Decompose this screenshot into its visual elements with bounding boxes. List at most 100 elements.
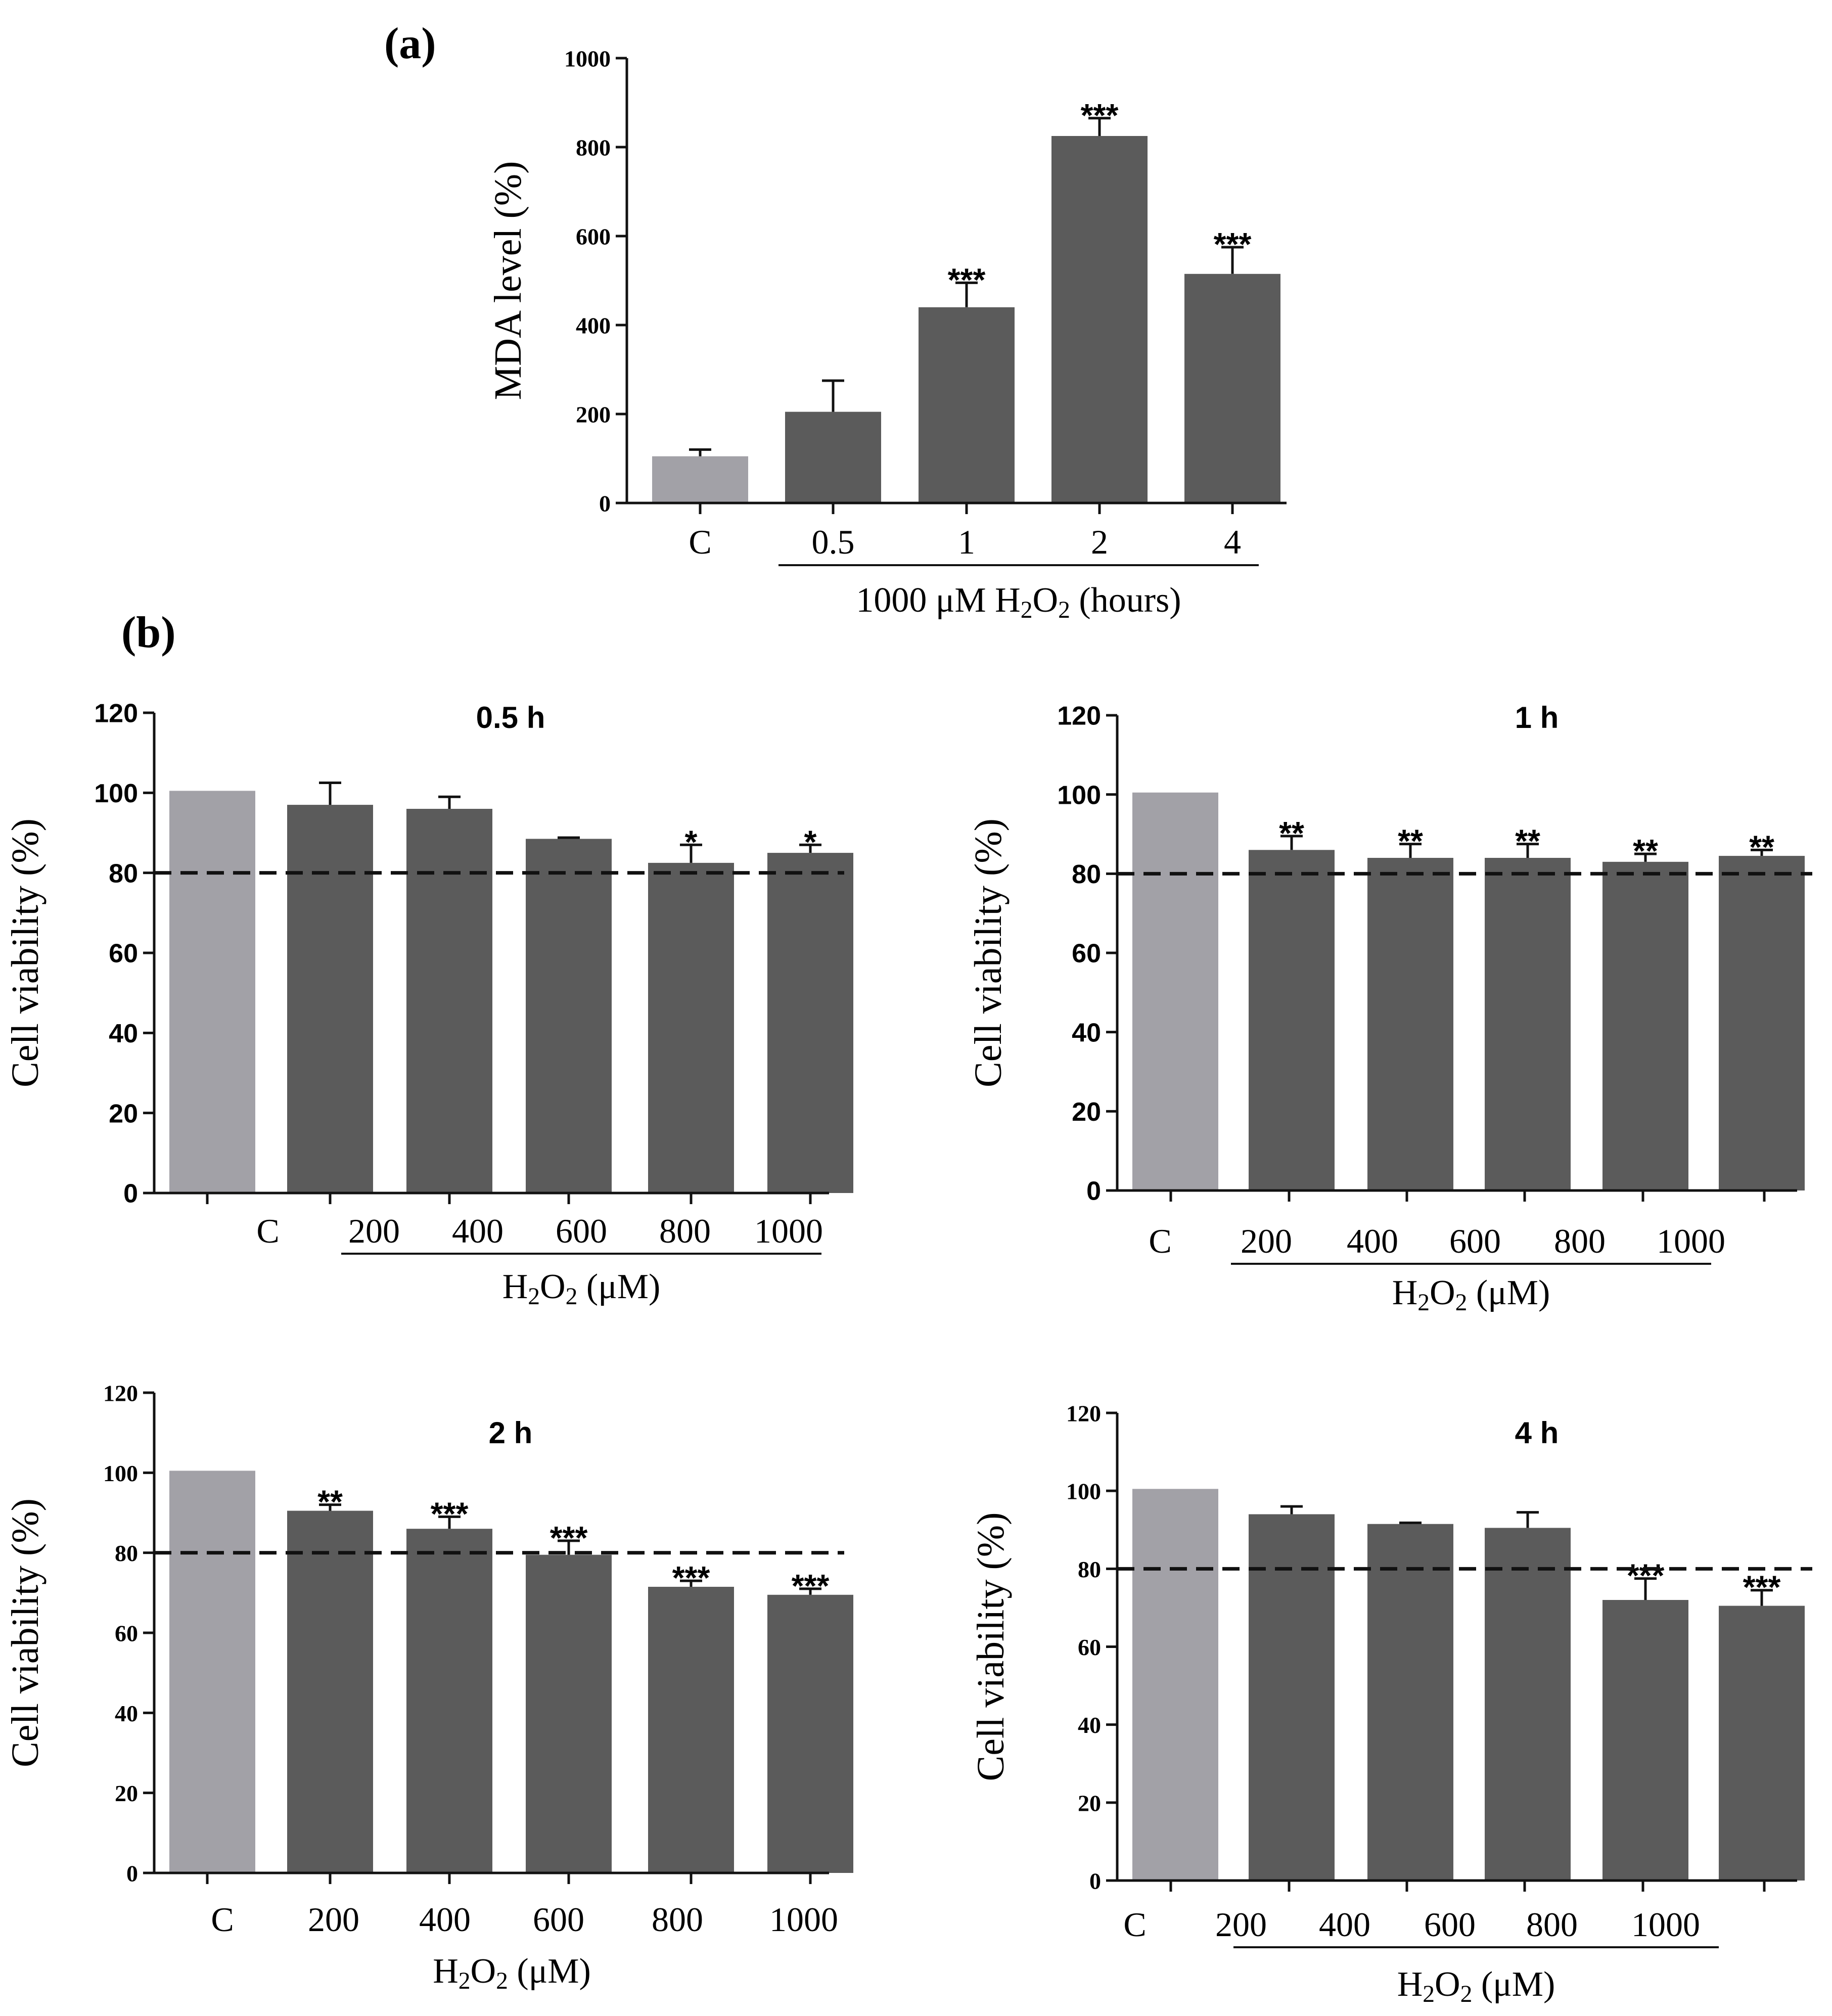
- bar-4: [1184, 273, 1280, 503]
- y-tick-label: 600: [576, 224, 611, 250]
- category-label: 400: [452, 1212, 503, 1250]
- bar-C: [1132, 1489, 1218, 1881]
- y-tick-label: 20: [1078, 1790, 1101, 1816]
- category-label: 0.5: [812, 523, 855, 561]
- category-label: 800: [659, 1212, 711, 1250]
- x-axis-title-part: O: [1033, 581, 1059, 620]
- bar-800: [648, 1586, 734, 1873]
- bar-200: [1249, 1514, 1335, 1881]
- category-label: 800: [1554, 1222, 1606, 1260]
- significance-marker: **: [317, 1484, 343, 1520]
- bar-2: [1051, 136, 1148, 503]
- y-tick-label: 60: [1078, 1634, 1101, 1660]
- category-label: C: [1123, 1905, 1146, 1944]
- y-tick-label: 400: [576, 313, 611, 339]
- x-axis-title-part: H: [1397, 1965, 1423, 2004]
- x-axis-title-part: O: [1430, 1273, 1455, 1312]
- bar-400: [406, 1529, 492, 1873]
- bar-600: [526, 839, 612, 1193]
- bar-400: [1367, 1524, 1453, 1881]
- y-tick-label: 60: [109, 939, 138, 969]
- bar-C: [1132, 792, 1218, 1190]
- y-tick-label: 40: [115, 1701, 138, 1726]
- bar-1000: [1719, 1606, 1805, 1881]
- category-label: C: [689, 523, 711, 561]
- category-label: 200: [1215, 1905, 1267, 1944]
- x-axis-title-subscript: 2: [1423, 1981, 1435, 2007]
- significance-marker: ***: [1081, 97, 1119, 133]
- y-tick-label: 120: [103, 1381, 138, 1406]
- bar-600: [1485, 1528, 1571, 1881]
- y-tick-label: 60: [115, 1621, 138, 1646]
- x-axis-title-subscript: 2: [496, 1968, 508, 1994]
- chart-title: 2 h: [489, 1416, 533, 1450]
- x-axis-title-part: (hours): [1070, 581, 1181, 620]
- significance-marker: **: [1633, 833, 1658, 869]
- y-axis-title: Cell viability (%): [4, 818, 47, 1087]
- significance-marker: **: [1279, 815, 1304, 851]
- significance-marker: ***: [792, 1568, 830, 1604]
- y-axis-title: Cell viability (%): [967, 818, 1010, 1087]
- x-axis-title-subscript: 2: [1455, 1290, 1468, 1316]
- x-axis-title-part: H: [502, 1267, 528, 1306]
- bar-1: [919, 307, 1015, 503]
- bar-200: [1249, 850, 1335, 1190]
- y-tick-label: 120: [1057, 702, 1101, 731]
- y-tick-label: 20: [1072, 1097, 1101, 1127]
- bar-1000: [1719, 856, 1805, 1190]
- significance-marker: ***: [1627, 1557, 1665, 1594]
- x-axis-title-part: (μM): [508, 1952, 591, 1991]
- category-label: 600: [556, 1212, 607, 1250]
- category-label: C: [1149, 1222, 1171, 1260]
- chart-title: 1 h: [1515, 701, 1559, 735]
- bar-800: [1602, 861, 1688, 1190]
- x-axis-title-part: O: [540, 1267, 566, 1306]
- significance-marker: **: [1749, 829, 1774, 865]
- category-label: 600: [1424, 1905, 1476, 1944]
- y-tick-label: 40: [1072, 1018, 1101, 1047]
- category-label: 1000: [769, 1900, 838, 1939]
- category-label: 800: [1526, 1905, 1578, 1944]
- x-axis-title-subscript: 2: [459, 1968, 471, 1994]
- significance-marker: ***: [1214, 226, 1252, 262]
- x-axis-title-part: O: [471, 1952, 496, 1991]
- x-axis-title-part: H: [433, 1952, 459, 1991]
- bar-200: [287, 805, 373, 1193]
- chart-mda: *** *** *** 0 200 400 600 800 1000 C 0.5 1 2 4 1000 μM…: [487, 46, 1287, 623]
- y-tick-label: 80: [109, 859, 138, 888]
- category-label: 4: [1224, 523, 1241, 561]
- y-tick-label: 100: [103, 1460, 138, 1486]
- significance-marker: **: [1515, 823, 1540, 859]
- y-tick-label: 20: [115, 1780, 138, 1806]
- category-label: 800: [652, 1900, 703, 1939]
- category-label: 200: [348, 1212, 400, 1250]
- bar-400: [1367, 858, 1453, 1190]
- x-axis-title: H2O2 (μM): [1397, 1965, 1555, 2007]
- category-label: 600: [533, 1900, 584, 1939]
- x-axis-title-subscript: 2: [1417, 1290, 1430, 1316]
- y-tick-label: 120: [94, 699, 138, 728]
- panel-b-label: (b): [121, 608, 176, 657]
- category-label: 200: [1241, 1222, 1292, 1260]
- y-tick-label: 0: [599, 491, 611, 517]
- bar-200: [287, 1510, 373, 1873]
- x-axis-title-part: O: [1435, 1965, 1460, 2004]
- bar-1000: [767, 853, 853, 1193]
- significance-marker: ***: [431, 1495, 469, 1532]
- y-tick-label: 1000: [564, 46, 611, 72]
- x-axis-title-subscript: 2: [1460, 1981, 1473, 2007]
- y-tick-label: 20: [109, 1099, 138, 1128]
- category-label: 1000: [1631, 1905, 1700, 1944]
- x-axis-title-subscript: 2: [1058, 597, 1070, 623]
- chart-title: 4 h: [1515, 1416, 1559, 1450]
- bar-600: [1485, 858, 1571, 1190]
- y-tick-label: 0: [1089, 1868, 1101, 1894]
- significance-marker: ***: [672, 1560, 710, 1596]
- y-tick-label: 100: [94, 779, 138, 808]
- y-tick-label: 80: [1072, 860, 1101, 889]
- x-axis-title-subscript: 2: [566, 1284, 578, 1310]
- chart-viability_1h: ** ** ** ** ** 0 20 40 60 80 100 120 C 200 400 600 800 10…: [967, 701, 1812, 1316]
